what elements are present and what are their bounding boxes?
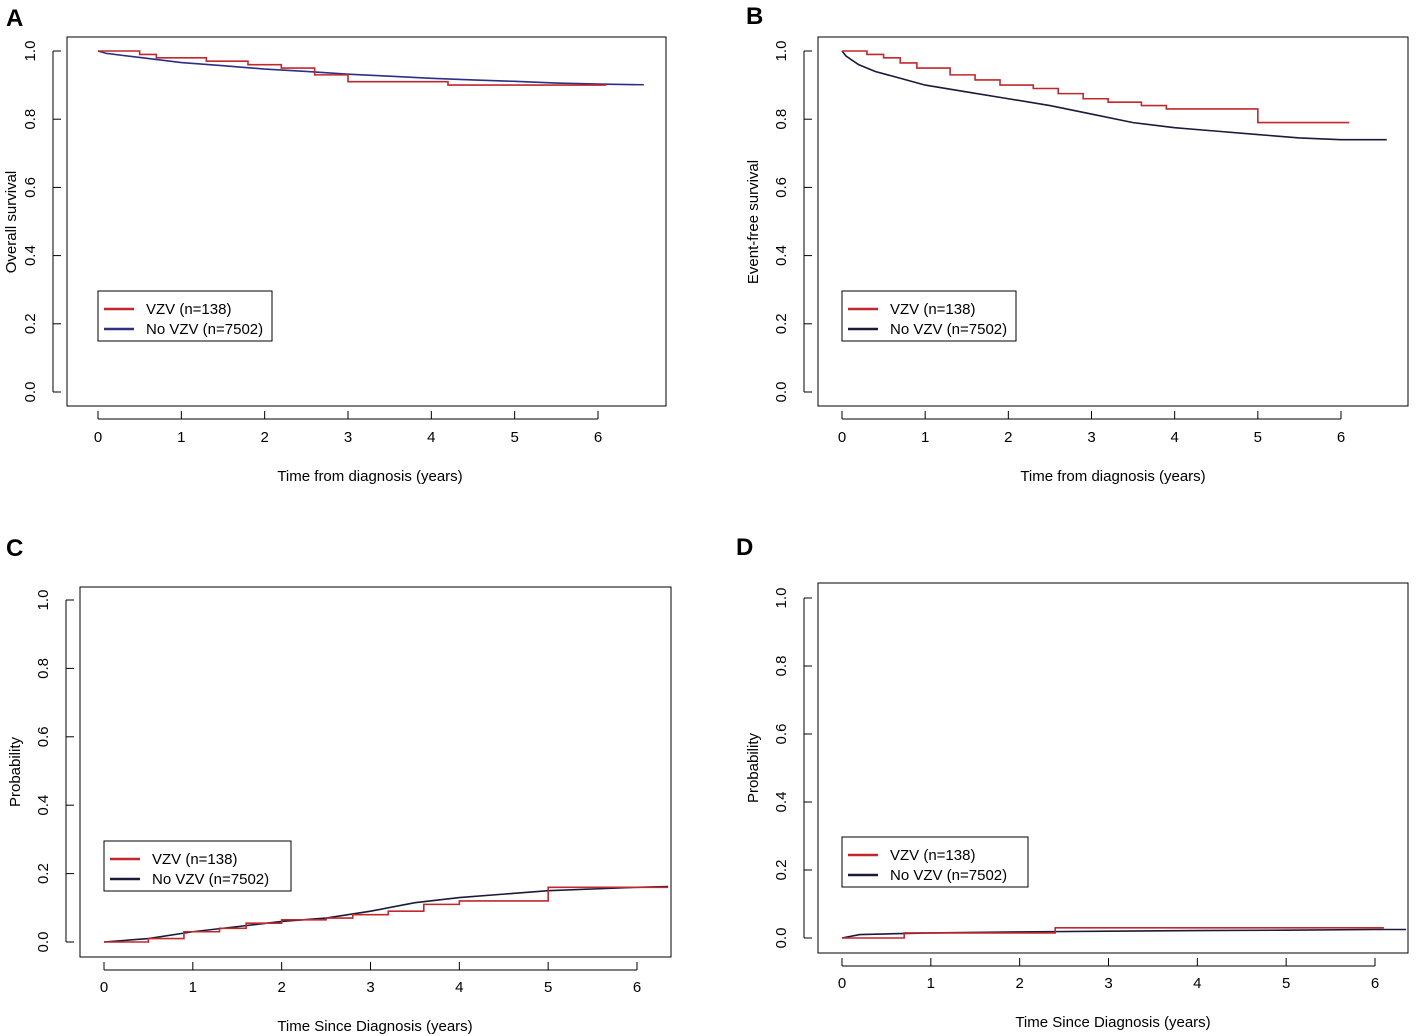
x-tick-label: 0	[838, 975, 846, 992]
x-tick-label: 1	[177, 429, 185, 446]
panel-c: 0 1 2 3 4 5 6 0.0 0.2 0.4 0.6 0.8 1.0 Time Since Diag…	[7, 586, 672, 1035]
x-tick-label: 6	[1371, 975, 1379, 992]
y-tick-label: 0.8	[35, 658, 52, 679]
legend: VZV (n=138) No VZV (n=7502)	[97, 290, 273, 342]
y-tick-label: 0.6	[22, 177, 39, 198]
series-line-vzv	[98, 50, 607, 86]
y-tick-label: 0.4	[22, 245, 39, 266]
x-tick-label: 6	[1337, 429, 1345, 446]
x-tick-label: 5	[1282, 975, 1290, 992]
x-tick-label: 2	[260, 429, 268, 446]
series-line-no-vzv	[103, 885, 669, 943]
y-tick-label: 0.6	[35, 726, 52, 747]
y-tick-label: 0.6	[773, 177, 790, 198]
x-tick-label: 0	[838, 429, 846, 446]
y-tick-label: 0.0	[773, 382, 790, 403]
y-tick-label: 0.4	[773, 792, 790, 813]
y-tick-label: 0.6	[773, 724, 790, 745]
panel-label-c: C	[6, 535, 23, 562]
legend-entry: VZV (n=138)	[146, 301, 231, 318]
y-tick-label: 0.0	[773, 928, 790, 949]
y-tick-label: 0.8	[773, 656, 790, 677]
series-line-vzv	[104, 886, 669, 943]
legend: VZV (n=138) No VZV (n=7502)	[841, 836, 1029, 888]
series-line-vzv	[842, 50, 1350, 124]
legend-entry: No VZV (n=7502)	[890, 867, 1007, 884]
y-tick-label: 0.4	[773, 245, 790, 266]
x-axis-title: Time Since Diagnosis (years)	[277, 1018, 472, 1035]
x-tick-label: 4	[1170, 429, 1178, 446]
x-tick-label: 4	[1193, 975, 1201, 992]
x-axis-title: Time Since Diagnosis (years)	[1015, 1014, 1210, 1031]
plot-frame	[817, 582, 1409, 954]
series-line-no-vzv	[841, 928, 1407, 939]
y-tick-label: 0.2	[773, 313, 790, 334]
x-tick-label: 6	[594, 429, 602, 446]
series-line-no-vzv	[97, 50, 644, 86]
panel-d: 0 1 2 3 4 5 6 0.0 0.2 0.4 0.6 0.8 1.0 Time Since Diag…	[745, 582, 1409, 1031]
y-axis-title: Event-free survival	[745, 160, 762, 284]
legend-entry: VZV (n=138)	[890, 301, 975, 318]
x-tick-label: 2	[1015, 975, 1023, 992]
y-tick-label: 1.0	[35, 590, 52, 611]
legend-box	[103, 840, 292, 892]
y-tick-label: 0.2	[22, 313, 39, 334]
legend-entry: VZV (n=138)	[890, 847, 975, 864]
y-tick-label: 1.0	[22, 41, 39, 62]
y-tick-label: 0.8	[22, 109, 39, 130]
y-tick-label: 0.2	[35, 863, 52, 884]
panel-label-d: D	[736, 534, 753, 561]
x-axis-title: Time from diagnosis (years)	[1020, 468, 1205, 485]
series-line-vzv	[842, 927, 1384, 939]
x-tick-label: 0	[94, 429, 102, 446]
y-tick-label: 0.2	[773, 860, 790, 881]
y-axis-title: Probability	[745, 732, 762, 803]
panel-label-a: A	[6, 5, 23, 32]
legend-box	[841, 290, 1017, 342]
x-tick-label: 1	[189, 979, 197, 996]
x-tick-label: 5	[544, 979, 552, 996]
y-axis-title: Overall survival	[3, 171, 20, 274]
panel-b: 0 1 2 3 4 5 6 0.0 0.2 0.4 0.6 0.8 1.0 Time from diagn…	[745, 36, 1409, 485]
x-tick-label: 4	[455, 979, 463, 996]
x-tick-label: 5	[510, 429, 518, 446]
legend-entry: No VZV (n=7502)	[890, 321, 1007, 338]
y-tick-label: 0.0	[22, 382, 39, 403]
x-tick-label: 2	[277, 979, 285, 996]
y-tick-label: 1.0	[773, 588, 790, 609]
x-tick-label: 3	[344, 429, 352, 446]
plot-frame	[66, 36, 667, 407]
x-tick-label: 2	[1004, 429, 1012, 446]
plot-frame	[79, 586, 672, 958]
y-tick-label: 1.0	[773, 41, 790, 62]
x-tick-label: 3	[366, 979, 374, 996]
panel-a: 0 1 2 3 4 5 6 0.0 0.2 0.4 0.6 0.8 1.0 Time from diagn…	[3, 36, 667, 485]
x-tick-label: 4	[427, 429, 435, 446]
legend-box	[97, 290, 273, 342]
x-tick-label: 3	[1087, 429, 1095, 446]
legend: VZV (n=138) No VZV (n=7502)	[841, 290, 1017, 342]
x-tick-label: 6	[633, 979, 641, 996]
legend-entry: No VZV (n=7502)	[152, 871, 269, 888]
x-tick-label: 0	[100, 979, 108, 996]
panel-label-b: B	[746, 3, 763, 30]
legend: VZV (n=138) No VZV (n=7502)	[103, 840, 292, 892]
y-tick-label: 0.0	[35, 932, 52, 953]
x-tick-label: 1	[921, 429, 929, 446]
plot-frame	[817, 36, 1409, 407]
legend-entry: No VZV (n=7502)	[146, 321, 263, 338]
series-line-no-vzv	[841, 50, 1387, 141]
x-tick-label: 5	[1254, 429, 1262, 446]
legend-box	[841, 836, 1029, 888]
y-tick-label: 0.8	[773, 109, 790, 130]
x-tick-label: 1	[927, 975, 935, 992]
y-axis-title: Probability	[7, 736, 24, 807]
legend-entry: VZV (n=138)	[152, 851, 237, 868]
x-tick-label: 3	[1104, 975, 1112, 992]
y-tick-label: 0.4	[35, 795, 52, 816]
x-axis-title: Time from diagnosis (years)	[277, 468, 462, 485]
